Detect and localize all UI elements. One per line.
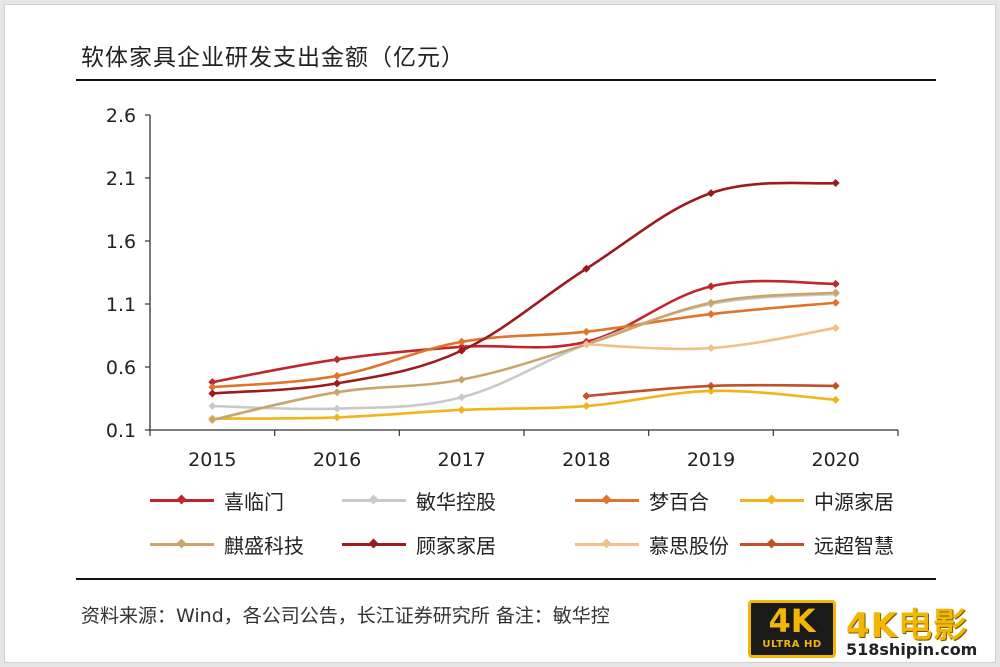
y-tick-label: 1.1 bbox=[106, 294, 136, 316]
x-tick-label: 2019 bbox=[687, 449, 735, 471]
series-line-5 bbox=[212, 181, 836, 395]
data-point-marker bbox=[831, 381, 840, 390]
y-tick-label: 0.1 bbox=[106, 420, 136, 442]
y-tick-label: 2.1 bbox=[106, 168, 136, 190]
data-point-marker bbox=[707, 282, 715, 291]
data-point-marker bbox=[457, 405, 466, 414]
legend-swatch bbox=[342, 537, 406, 551]
legend-label: 敏华控股 bbox=[416, 489, 496, 514]
legend-swatch bbox=[342, 493, 406, 507]
data-point-marker bbox=[333, 404, 341, 413]
data-point-marker bbox=[457, 337, 466, 346]
data-point-marker bbox=[707, 344, 715, 353]
data-point-marker bbox=[333, 388, 341, 397]
data-point-marker bbox=[582, 264, 591, 273]
watermark-logo: 4K ULTRA HD 4K电影 518shipin.com bbox=[748, 598, 994, 660]
series-line-0 bbox=[212, 279, 836, 384]
legend-item: 中源家居 bbox=[740, 485, 894, 515]
data-point-marker bbox=[582, 340, 591, 349]
data-point-marker bbox=[208, 402, 217, 411]
legend-item: 顾家家居 bbox=[342, 529, 496, 559]
chart-frame bbox=[4, 4, 996, 663]
watermark-badge-sub: ULTRA HD bbox=[762, 639, 822, 650]
legend-swatch bbox=[740, 493, 804, 507]
legend-item: 慕思股份 bbox=[575, 529, 729, 559]
data-point-marker bbox=[333, 371, 341, 380]
x-tick-label: 2020 bbox=[811, 449, 859, 471]
x-tick-label: 2018 bbox=[562, 449, 610, 471]
data-point-marker bbox=[707, 298, 715, 307]
legend-label: 梦百合 bbox=[649, 489, 709, 514]
data-point-marker bbox=[707, 310, 715, 319]
data-point-marker bbox=[707, 189, 715, 198]
legend-label: 远超智慧 bbox=[814, 533, 894, 558]
y-tick-label: 1.6 bbox=[106, 231, 136, 253]
data-point-marker bbox=[707, 381, 715, 390]
data-point-marker bbox=[333, 413, 341, 422]
legend-label: 慕思股份 bbox=[649, 533, 729, 558]
data-point-marker bbox=[333, 355, 341, 364]
source-note: 资料来源：Wind，各公司公告，长江证券研究所 备注：敏华控 bbox=[81, 605, 610, 627]
source-rule bbox=[76, 578, 936, 580]
legend-swatch bbox=[150, 537, 214, 551]
legend-label: 麒盛科技 bbox=[224, 533, 304, 558]
data-point-marker bbox=[582, 327, 591, 336]
data-point-marker bbox=[831, 179, 840, 188]
data-point-marker bbox=[582, 391, 591, 400]
data-point-marker bbox=[831, 298, 840, 307]
data-point-marker bbox=[208, 389, 217, 398]
x-tick-label: 2015 bbox=[188, 449, 236, 471]
data-point-marker bbox=[208, 383, 217, 392]
data-point-marker bbox=[831, 279, 840, 288]
title-rule bbox=[76, 79, 936, 81]
legend-label: 中源家居 bbox=[814, 489, 894, 514]
series-line-4 bbox=[212, 291, 836, 422]
legend-label: 喜临门 bbox=[224, 489, 284, 514]
legend-item: 远超智慧 bbox=[740, 529, 894, 559]
data-point-marker bbox=[208, 378, 217, 387]
y-tick-label: 0.6 bbox=[106, 357, 136, 379]
legend-swatch bbox=[575, 493, 639, 507]
legend-swatch bbox=[740, 537, 804, 551]
legend-item: 敏华控股 bbox=[342, 485, 496, 515]
data-point-marker bbox=[457, 346, 466, 355]
data-point-marker bbox=[333, 379, 341, 388]
watermark-url: 518shipin.com bbox=[846, 640, 978, 659]
watermark-badge: 4K ULTRA HD bbox=[748, 600, 836, 658]
watermark-badge-main: 4K bbox=[768, 602, 816, 640]
data-point-marker bbox=[831, 323, 840, 332]
data-point-marker bbox=[457, 393, 466, 402]
x-tick-label: 2016 bbox=[313, 449, 361, 471]
data-point-marker bbox=[457, 375, 466, 384]
data-point-marker bbox=[582, 402, 591, 411]
legend-item: 梦百合 bbox=[575, 485, 709, 515]
legend-swatch bbox=[575, 537, 639, 551]
data-point-marker bbox=[208, 415, 217, 424]
data-point-marker bbox=[831, 288, 840, 297]
data-point-marker bbox=[831, 395, 840, 404]
chart-title: 软体家具企业研发支出金额（亿元） bbox=[81, 45, 465, 71]
legend-swatch bbox=[150, 493, 214, 507]
series-line-3 bbox=[212, 389, 836, 420]
data-point-marker bbox=[707, 386, 715, 395]
x-tick-label: 2017 bbox=[437, 449, 485, 471]
legend-label: 顾家家居 bbox=[416, 533, 496, 558]
watermark-text: 4K电影 bbox=[846, 606, 969, 646]
series-line-2 bbox=[212, 301, 836, 389]
legend-item: 麒盛科技 bbox=[150, 529, 304, 559]
y-tick-label: 2.6 bbox=[106, 105, 136, 127]
legend-item: 喜临门 bbox=[150, 485, 284, 515]
